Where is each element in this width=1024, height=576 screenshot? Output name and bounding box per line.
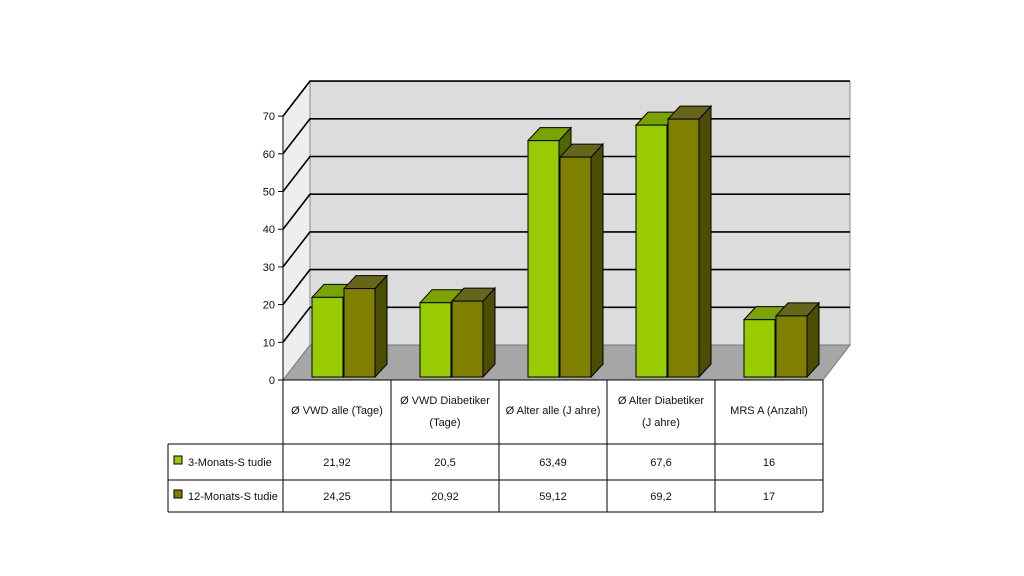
bar [667, 118, 700, 378]
bar [743, 319, 776, 378]
bar [559, 156, 592, 378]
data-label: 67,6 [650, 457, 671, 469]
category-label: Ø VWD alle (Tage) [291, 405, 383, 417]
data-label: 59,12 [539, 491, 567, 503]
bar [451, 300, 484, 378]
bar-side [374, 274, 388, 379]
bar [419, 302, 452, 378]
bar [311, 296, 344, 378]
y-tick-label: 40 [263, 224, 275, 236]
data-label: 20,5 [434, 457, 455, 469]
bar [635, 124, 668, 378]
data-label: 69,2 [650, 491, 671, 503]
category-label: Ø Alter Diabetiker [618, 395, 705, 407]
y-tick-label: 60 [263, 149, 275, 161]
bar-side [482, 286, 496, 379]
data-label: 21,92 [323, 457, 351, 469]
category-label: Ø VWD Diabetiker [400, 395, 490, 407]
category-label: (J ahre) [642, 417, 680, 429]
y-tick-label: 0 [269, 375, 275, 387]
data-label: 17 [763, 491, 775, 503]
gridline [282, 80, 850, 117]
legend-label: 12-Monats-S tudie [188, 491, 278, 503]
category-label: (Tage) [429, 417, 460, 429]
legend-swatch [173, 455, 183, 465]
data-label: 63,49 [539, 457, 567, 469]
bar [527, 140, 560, 378]
bar-side [590, 142, 604, 379]
bar [343, 288, 376, 378]
category-label: MRS A (Anzahl) [730, 405, 808, 417]
bar [775, 315, 808, 378]
y-tick-label: 50 [263, 187, 275, 199]
y-tick-label: 20 [263, 300, 275, 312]
legend-label: 3-Monats-S tudie [188, 457, 272, 469]
data-label: 24,25 [323, 491, 351, 503]
data-label: 20,92 [431, 491, 459, 503]
data-label: 16 [763, 457, 775, 469]
y-tick-label: 70 [263, 111, 275, 123]
data-table: Ø VWD alle (Tage) Ø VWD Diabetiker (Tage) Ø… [167, 379, 824, 513]
category-label: Ø Alter alle (J ahre) [506, 405, 601, 417]
bar-side [698, 104, 712, 379]
side-wall [282, 79, 311, 382]
y-tick-label: 30 [263, 262, 275, 274]
y-tick-label: 10 [263, 337, 275, 349]
legend-swatch [173, 489, 183, 499]
